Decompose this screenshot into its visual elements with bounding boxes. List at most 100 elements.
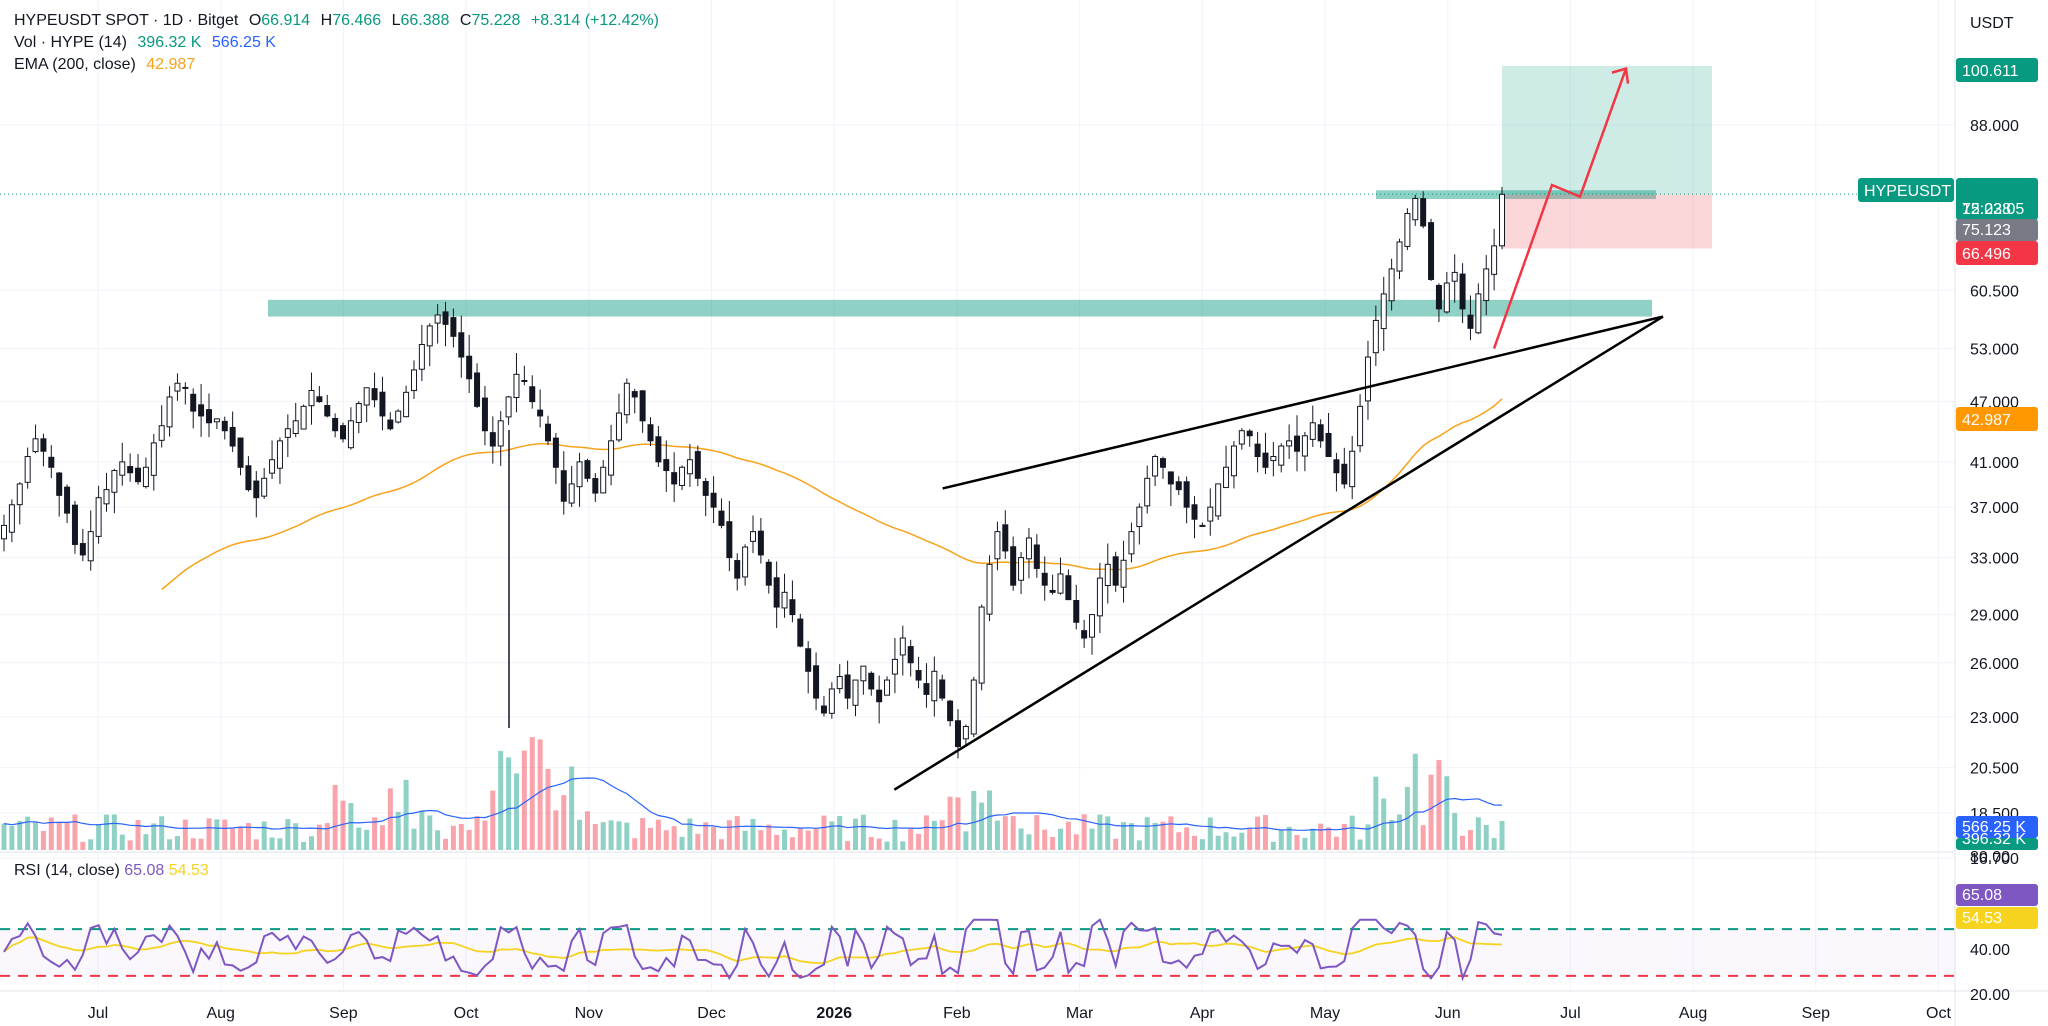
candle-body xyxy=(1081,630,1088,639)
volume-bar xyxy=(782,829,788,850)
volume-bar xyxy=(356,827,362,850)
high-value: 76.466 xyxy=(332,12,382,29)
projection-path xyxy=(1492,68,1628,350)
candle-body xyxy=(111,470,118,493)
volume-bar xyxy=(1223,832,1229,850)
volume-bar xyxy=(1389,820,1395,850)
symbol-line[interactable]: HYPEUSDT SPOT · 1D · Bitget xyxy=(14,12,239,29)
volume-label[interactable]: Vol · HYPE (14) xyxy=(14,34,127,51)
candle-body xyxy=(198,404,205,417)
volume-bar xyxy=(640,818,646,850)
volume-bar xyxy=(1483,824,1489,850)
volume-bar xyxy=(56,821,62,850)
volume-bar xyxy=(80,841,86,850)
volume-bar xyxy=(40,830,46,850)
candle-body xyxy=(600,466,607,494)
candle-body xyxy=(213,418,220,423)
volume-bar xyxy=(703,822,709,850)
candle-body xyxy=(418,343,425,370)
volume-bar xyxy=(466,829,472,850)
time-axis[interactable]: Jul Aug Sep Oct Nov Dec 2026 Feb Mar Apr May Jun Jul… xyxy=(88,1005,1952,1022)
time-tick: Oct xyxy=(454,1005,479,1022)
candle-body xyxy=(679,466,686,486)
volume-bar xyxy=(931,820,937,850)
volume-bar xyxy=(340,800,346,850)
volume-bar xyxy=(1475,817,1481,850)
rsi-label[interactable]: RSI (14, close) xyxy=(14,862,120,879)
volume-bar xyxy=(1373,776,1379,850)
last-price-tag-bg xyxy=(1956,178,2038,220)
candle-body xyxy=(1499,193,1505,247)
volume-bar xyxy=(17,820,23,850)
candle-body xyxy=(592,478,599,494)
candle-body xyxy=(1018,557,1025,581)
volume-bar xyxy=(1128,823,1134,850)
ema-label[interactable]: EMA (200, close) xyxy=(14,56,136,73)
candle-body xyxy=(615,412,622,441)
candle-body xyxy=(1167,471,1174,485)
volume-bar xyxy=(277,838,283,850)
candle-body xyxy=(1223,466,1230,489)
volume-bar xyxy=(1239,832,1245,850)
volume-bar xyxy=(1255,816,1261,850)
volume-bar xyxy=(537,739,543,850)
volume-bar xyxy=(679,836,685,850)
time-tick: Nov xyxy=(575,1005,603,1022)
volume-bar xyxy=(127,840,133,850)
volume-bar xyxy=(435,830,441,850)
time-tick: Feb xyxy=(943,1005,971,1022)
volume-bar xyxy=(632,838,638,850)
candle-body xyxy=(978,606,985,684)
volume-bar xyxy=(1333,836,1339,850)
trendline-drawings[interactable] xyxy=(893,67,1664,791)
volume-bar xyxy=(482,820,488,850)
vol-ma-tag-bg xyxy=(1956,816,2038,838)
volume-bar xyxy=(655,819,661,850)
price-axis[interactable]: USDT88.00060.50053.00047.00041.00037.000… xyxy=(1970,15,2019,1004)
candle-body xyxy=(560,470,567,502)
volume-bar xyxy=(805,830,811,850)
stop-tag-bg xyxy=(1956,241,2038,265)
candle-body xyxy=(1073,600,1080,623)
candle-body xyxy=(537,409,544,417)
long-position-tool[interactable] xyxy=(0,65,1955,249)
candle-body xyxy=(521,379,528,382)
time-tick: Sep xyxy=(329,1005,358,1022)
rsi-tag: 65.08 xyxy=(1962,887,2002,904)
candle-body xyxy=(347,420,354,449)
candle-body xyxy=(1199,524,1206,527)
candle-body xyxy=(174,382,181,392)
time-tick: Aug xyxy=(206,1005,234,1022)
candle-body xyxy=(284,428,291,438)
volume-bar xyxy=(167,839,173,850)
candle-body xyxy=(8,504,15,533)
high-label: H xyxy=(320,12,333,29)
candle-body xyxy=(324,405,331,417)
candle-body xyxy=(434,314,441,324)
time-tick: Dec xyxy=(697,1005,725,1022)
candle-body xyxy=(608,440,615,476)
candle-body xyxy=(1112,556,1119,586)
candle-body xyxy=(142,466,149,488)
volume-bar xyxy=(1184,827,1190,850)
time-tick: Aug xyxy=(1679,1005,1707,1022)
volume-bar xyxy=(577,819,583,850)
volume-bar xyxy=(1192,835,1198,850)
candle-body xyxy=(127,466,134,474)
volume-bar xyxy=(1089,828,1095,850)
volume-bar xyxy=(1113,838,1119,850)
position-profit-zone xyxy=(1502,65,1712,195)
candle-body xyxy=(387,419,394,430)
ema-tag-bg xyxy=(1956,407,2038,431)
candle-body xyxy=(1089,614,1096,638)
ema-line xyxy=(161,398,1503,591)
candle-body xyxy=(150,442,157,476)
rsi-tick: 80.00 xyxy=(1970,849,2010,866)
candle-body xyxy=(1278,445,1285,466)
volume-bar xyxy=(1491,838,1497,850)
volume-bar xyxy=(348,803,354,850)
candle-body xyxy=(308,390,315,407)
volume-bar xyxy=(474,816,480,850)
